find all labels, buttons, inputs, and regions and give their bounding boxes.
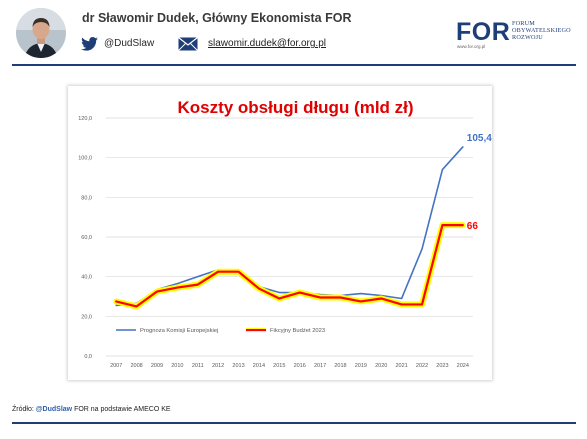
y-tick-label: 20,0 bbox=[81, 314, 92, 320]
x-tick-label: 2017 bbox=[314, 363, 326, 369]
y-tick-label: 40,0 bbox=[81, 275, 92, 281]
x-tick-label: 2015 bbox=[273, 363, 285, 369]
footer-divider bbox=[12, 422, 576, 424]
series-line-budget bbox=[115, 224, 464, 308]
logo-word: FOR bbox=[456, 18, 511, 46]
data-point bbox=[380, 297, 382, 300]
x-tick-label: 2020 bbox=[375, 363, 387, 369]
data-point bbox=[441, 224, 444, 226]
data-point bbox=[421, 303, 423, 306]
x-tick-label: 2009 bbox=[151, 363, 163, 369]
source-suffix: FOR na podstawie AMECO KE bbox=[72, 406, 171, 413]
debt-service-chart: Koszty obsługi długu (mld zł) 0,0 20,0 40,0… bbox=[78, 98, 492, 369]
end-value-label: 105,4 bbox=[467, 133, 492, 144]
source-note: Źródło: @DudSlaw FOR na podstawie AMECO … bbox=[12, 406, 171, 413]
x-tick-label: 2012 bbox=[212, 363, 224, 369]
chart-title: Koszty obsługi długu (mld zł) bbox=[177, 98, 413, 117]
data-point bbox=[462, 146, 464, 148]
y-tick-label: 120,0 bbox=[78, 116, 92, 122]
twitter-icon bbox=[81, 37, 98, 51]
x-tick-label: 2024 bbox=[457, 363, 469, 369]
y-tick-label: 100,0 bbox=[78, 156, 92, 162]
data-point bbox=[176, 283, 178, 285]
for-logo: FOR FORUM OBYWATELSKIEGO ROZWOJU www.for… bbox=[456, 18, 576, 54]
x-tick-label: 2008 bbox=[130, 363, 142, 369]
x-tick-label: 2021 bbox=[396, 363, 408, 369]
x-tick-label: 2014 bbox=[253, 363, 265, 369]
data-point bbox=[258, 287, 260, 290]
data-point bbox=[360, 292, 362, 295]
legend-label: Fikcyjny Budżet 2023 bbox=[270, 328, 325, 334]
mail-icon bbox=[178, 37, 198, 51]
data-point bbox=[401, 297, 403, 300]
data-point bbox=[278, 291, 280, 294]
data-point bbox=[462, 224, 464, 226]
data-point bbox=[176, 286, 178, 289]
x-tick-label: 2013 bbox=[232, 363, 244, 369]
x-tick-label: 2023 bbox=[436, 363, 448, 369]
data-point bbox=[278, 297, 280, 300]
x-tick-label: 2007 bbox=[110, 363, 122, 369]
logo-url: www.for.org.pl bbox=[457, 44, 486, 49]
data-point bbox=[197, 276, 199, 278]
x-tick-label: 2022 bbox=[416, 363, 428, 369]
data-point bbox=[421, 248, 423, 250]
x-tick-label: 2019 bbox=[355, 363, 367, 369]
data-point bbox=[135, 305, 138, 308]
data-point bbox=[401, 303, 403, 306]
data-point bbox=[115, 300, 117, 303]
x-tick-label: 2018 bbox=[334, 363, 346, 369]
data-point bbox=[339, 296, 342, 299]
data-point bbox=[299, 291, 301, 294]
data-point bbox=[360, 300, 362, 303]
data-point bbox=[217, 271, 219, 273]
x-tick-label: 2011 bbox=[192, 363, 204, 369]
source-prefix: Źródło: bbox=[12, 406, 36, 413]
data-point bbox=[441, 168, 444, 171]
header-divider bbox=[12, 64, 576, 66]
data-point bbox=[156, 290, 158, 293]
source-handle[interactable]: @DudSlaw bbox=[35, 406, 73, 413]
author-name: dr Sławomir Dudek, Główny Ekonomista FOR bbox=[82, 11, 352, 25]
data-point bbox=[197, 284, 199, 286]
y-tick-label: 60,0 bbox=[81, 235, 92, 241]
end-value-label: 66 bbox=[467, 221, 479, 232]
series-line-ke bbox=[115, 146, 464, 307]
avatar bbox=[16, 8, 66, 58]
logo-subtitle: FORUM OBYWATELSKIEGO ROZWOJU bbox=[512, 20, 571, 41]
twitter-handle[interactable]: @DudSlaw bbox=[104, 38, 155, 49]
y-tick-label: 80,0 bbox=[81, 195, 92, 201]
x-tick-label: 2010 bbox=[171, 363, 183, 369]
legend-label: Prognoza Komisji Europejskiej bbox=[140, 328, 218, 334]
data-point bbox=[237, 271, 240, 273]
header: dr Sławomir Dudek, Główny Ekonomista FOR… bbox=[0, 0, 587, 64]
y-tick-label: 0,0 bbox=[84, 354, 92, 360]
data-point bbox=[319, 296, 321, 299]
chart-panel: Koszty obsługi długu (mld zł) 0,0 20,0 40,0… bbox=[68, 86, 492, 380]
x-tick-label: 2016 bbox=[294, 363, 306, 369]
email-link[interactable]: slawomir.dudek@for.org.pl bbox=[208, 38, 326, 49]
data-point bbox=[115, 304, 117, 307]
